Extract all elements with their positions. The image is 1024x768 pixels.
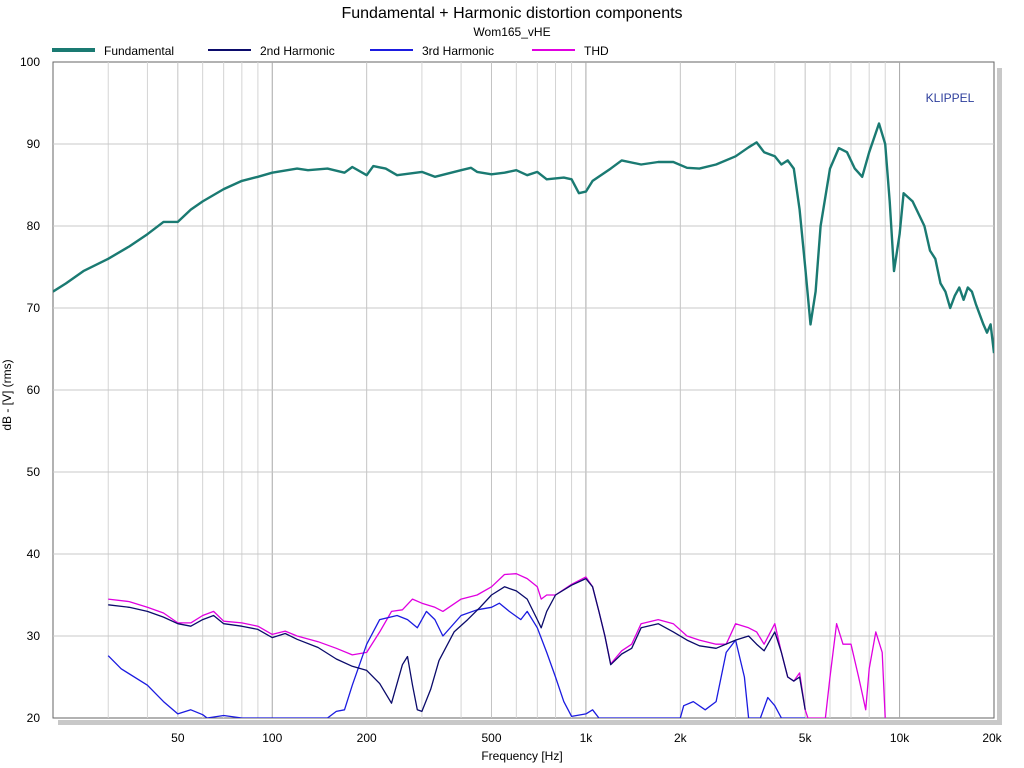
x-tick-label: 500 [481,731,501,745]
y-tick-label: 90 [27,137,41,151]
y-tick-label: 60 [27,383,41,397]
y-tick-label: 70 [27,301,41,315]
y-tick-label: 80 [27,219,41,233]
y-tick-label: 40 [27,547,41,561]
legend-label: 2nd Harmonic [260,44,335,58]
series-line-3rd-harmonic [107,602,806,718]
y-tick-label: 50 [27,465,41,479]
y-axis-label: dB - [V] (rms) [0,359,14,430]
y-tick-label: 30 [27,629,41,643]
major-gridlines [53,62,994,718]
klippel-watermark: KLIPPEL [926,91,975,105]
legend-label: THD [584,44,609,58]
x-axis-ticks: 50 100 200 500 1k 2k 5k 10k 20k [171,731,1003,745]
x-tick-label: 20k [982,731,1002,745]
x-tick-label: 10k [890,731,910,745]
plot-shadow-right [997,68,1002,725]
y-tick-label: 100 [20,55,40,69]
series-line-2nd-harmonic [108,577,806,713]
x-tick-label: 2k [674,731,688,745]
legend: Fundamental 2nd Harmonic 3rd Harmonic THD [52,44,609,58]
y-axis-ticks: 20 30 40 50 60 70 80 90 100 [20,55,40,725]
legend-label: Fundamental [104,44,174,58]
series-layer [53,122,994,718]
x-tick-label: 1k [580,731,594,745]
x-tick-label: 5k [799,731,813,745]
y-tick-label: 20 [27,711,41,725]
x-axis-label: Frequency [Hz] [481,749,562,763]
chart-subtitle: Wom165_vHE [473,25,550,39]
series-line-fundamental [53,122,994,354]
chart-title: Fundamental + Harmonic distortion compon… [341,5,682,22]
x-tick-label: 200 [357,731,377,745]
x-tick-label: 50 [171,731,185,745]
plot-shadow-bottom [58,720,1002,725]
legend-label: 3rd Harmonic [422,44,494,58]
x-tick-label: 100 [262,731,282,745]
